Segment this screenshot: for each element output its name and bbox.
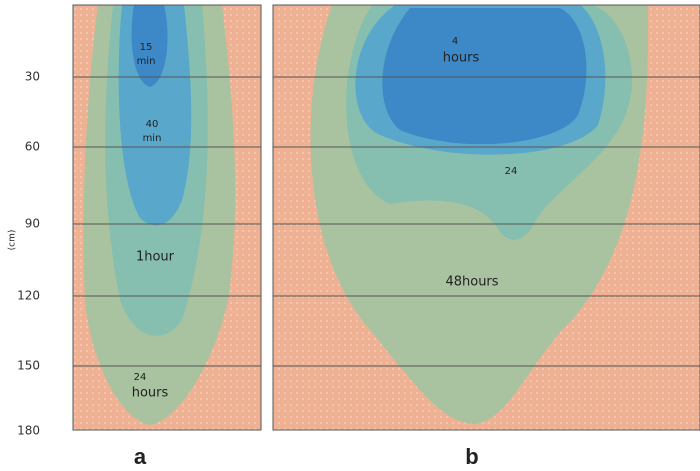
contour-label: 24 bbox=[134, 372, 147, 383]
tick-label: 90 bbox=[25, 217, 40, 231]
panel-frame bbox=[72, 4, 262, 431]
contour-label: 40 bbox=[146, 119, 159, 130]
contour-label: 15 bbox=[140, 42, 153, 53]
contour-label: hours bbox=[132, 386, 169, 401]
contour-label: hours bbox=[443, 51, 480, 66]
tick-label: 120 bbox=[17, 289, 40, 303]
panel-b bbox=[273, 5, 700, 430]
tick-label: 60 bbox=[25, 140, 40, 154]
contour-label: 24 bbox=[505, 166, 518, 177]
tick-label: 180 bbox=[17, 424, 40, 438]
panel-label: b bbox=[465, 444, 478, 469]
contour-label: 1hour bbox=[136, 250, 175, 265]
front-4h bbox=[382, 8, 587, 145]
axis-unit: (cm) bbox=[8, 230, 18, 251]
contour-label: 4 bbox=[452, 36, 458, 47]
contour-label: min bbox=[143, 133, 162, 144]
panel-label: a bbox=[134, 444, 147, 469]
panel-a bbox=[73, 5, 261, 430]
tick-label: 30 bbox=[25, 70, 40, 84]
contour-label: min bbox=[137, 56, 156, 67]
contour-label: 48hours bbox=[445, 275, 498, 290]
panel-frame bbox=[272, 4, 700, 431]
front-15min bbox=[131, 5, 168, 87]
grid bbox=[73, 76, 700, 367]
tick-label: 150 bbox=[17, 359, 40, 373]
